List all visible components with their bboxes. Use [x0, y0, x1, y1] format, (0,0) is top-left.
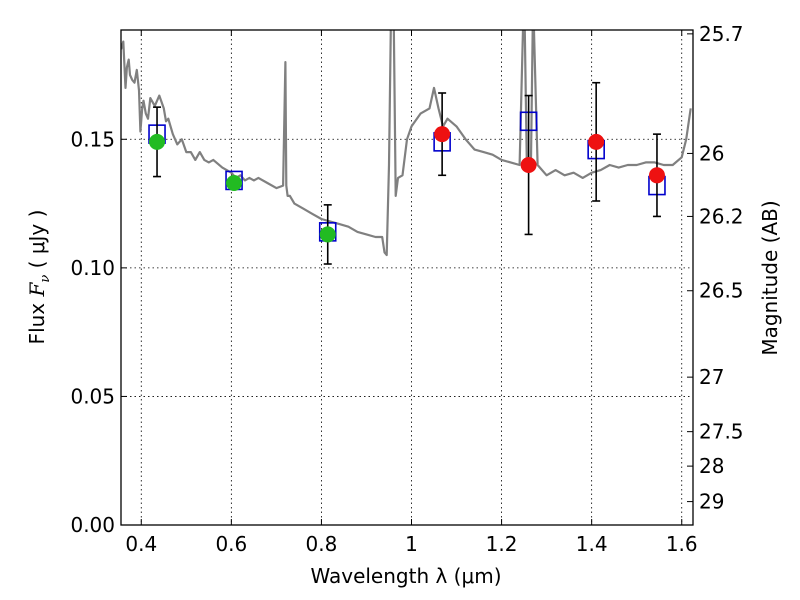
y-axis-label: Flux Fν ( μJy )	[25, 210, 53, 345]
photometry-point	[149, 133, 166, 150]
photometry-point	[434, 126, 451, 143]
x-tick-label: 1.6	[666, 532, 698, 556]
x-tick-label: 0.4	[125, 532, 157, 556]
y2-tick-label: 26.2	[699, 204, 744, 228]
y2-tick-label: 29	[699, 490, 724, 514]
grid-lines	[121, 30, 693, 526]
x-tick-label: 0.8	[306, 532, 338, 556]
y-tick-label: 0.00	[70, 513, 115, 537]
plot-frame	[120, 29, 694, 526]
y-tick-label: 0.10	[70, 256, 115, 280]
spectrum-line	[121, 30, 692, 257]
y2-tick-label: 25.7	[699, 22, 744, 46]
x-tick-label: 1.4	[576, 532, 608, 556]
axis-ticks: 0.4 0.6 0.8 1 1.2 1.4 1.6 0.00 0.05 0.10 0.15 25.7 2…	[70, 22, 743, 556]
marker-layer	[148, 81, 666, 265]
photometry-point	[648, 167, 665, 184]
x-tick-label: 0.6	[215, 532, 247, 556]
photometry-point	[588, 133, 605, 150]
x-axis-label: Wavelength λ (μm)	[310, 564, 501, 588]
plot-area	[121, 30, 692, 257]
y2-tick-label: 27.5	[699, 420, 744, 444]
y2-tick-label: 26	[699, 141, 724, 165]
y2-tick-label: 26.5	[699, 279, 744, 303]
x-tick-label: 1.2	[486, 532, 518, 556]
photometry-point	[226, 175, 243, 191]
photometry-point	[319, 226, 336, 243]
x-tick-label: 1	[405, 532, 418, 556]
y2-axis-label: Magnitude (AB)	[758, 200, 782, 355]
y2-tick-label: 27	[699, 365, 724, 389]
y-tick-label: 0.15	[70, 127, 115, 151]
y-tick-label: 0.05	[70, 384, 115, 408]
y2-tick-label: 28	[699, 454, 724, 478]
photometry-point	[520, 157, 537, 173]
